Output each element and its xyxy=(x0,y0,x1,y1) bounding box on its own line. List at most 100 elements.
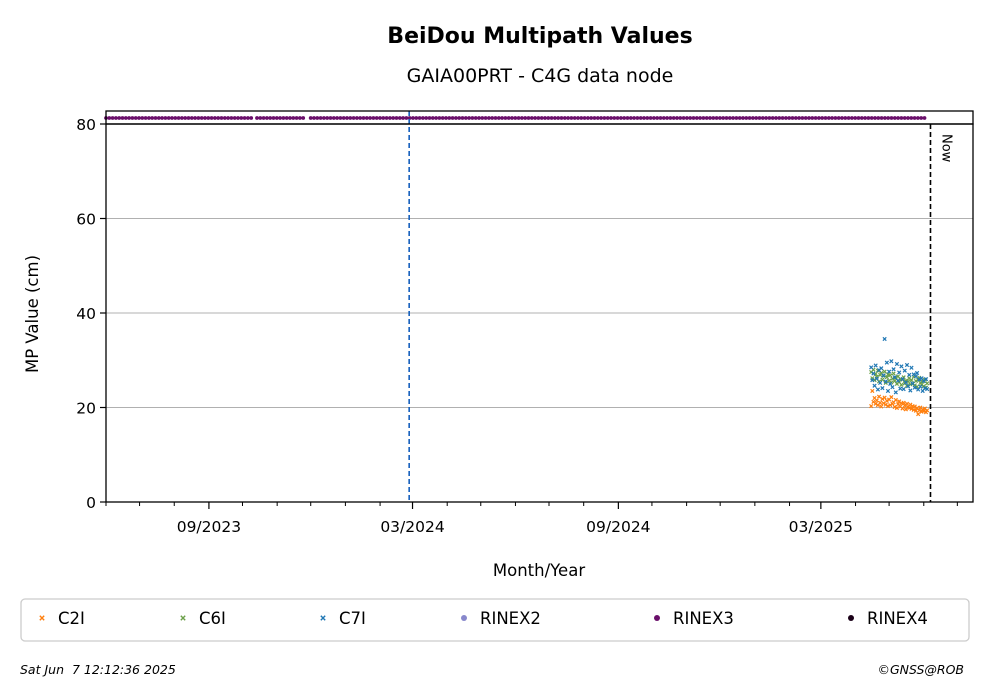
rinex3-dot xyxy=(903,116,907,120)
rinex3-dot xyxy=(678,116,682,120)
rinex3-dot xyxy=(520,116,524,120)
rinex3-dot xyxy=(880,116,884,120)
rinex3-dot xyxy=(137,116,141,120)
rinex3-dot xyxy=(695,116,699,120)
rinex3-dot xyxy=(150,116,154,120)
rinex3-dot xyxy=(127,116,131,120)
rinex3-dot xyxy=(758,116,762,120)
rinex3-dot xyxy=(570,116,574,120)
rinex3-dot xyxy=(368,116,372,120)
rinex3-dot xyxy=(375,116,379,120)
rinex3-dot xyxy=(190,116,194,120)
footer-copyright: ©GNSS@ROB xyxy=(877,662,964,677)
rinex3-dot xyxy=(177,116,181,120)
rinex3-dot xyxy=(268,116,272,120)
rinex3-dot xyxy=(583,116,587,120)
rinex3-dot xyxy=(309,116,313,120)
rinex3-dot xyxy=(255,116,259,120)
chart-subtitle: GAIA00PRT - C4G data node xyxy=(407,65,674,87)
rinex3-dot xyxy=(431,116,435,120)
rinex3-dot xyxy=(923,116,927,120)
rinex3-dot xyxy=(385,116,389,120)
rinex3-dot xyxy=(741,116,745,120)
rinex3-dot xyxy=(728,116,732,120)
rinex3-dot xyxy=(893,116,897,120)
rinex3-dot xyxy=(725,116,729,120)
rinex3-dot xyxy=(639,116,643,120)
rinex3-dot xyxy=(223,116,227,120)
rinex3-dot xyxy=(147,116,151,120)
rinex3-dot xyxy=(342,116,346,120)
legend-label-c2i: C2I xyxy=(58,609,85,628)
rinex3-dot xyxy=(791,116,795,120)
rinex3-dot xyxy=(348,116,352,120)
rinex3-dot xyxy=(497,116,501,120)
rinex3-dot xyxy=(652,116,656,120)
rinex3-dot xyxy=(721,116,725,120)
rinex3-dot xyxy=(233,116,237,120)
rinex3-dot xyxy=(834,116,838,120)
rinex3-dot xyxy=(563,116,567,120)
rinex3-dot xyxy=(718,116,722,120)
rinex3-dot xyxy=(840,116,844,120)
x-tick-label: 09/2024 xyxy=(586,518,650,536)
rinex3-dot xyxy=(265,116,269,120)
rinex3-dot xyxy=(180,116,184,120)
rinex3-dot xyxy=(362,116,366,120)
rinex3-dot xyxy=(193,116,197,120)
rinex3-dot xyxy=(797,116,801,120)
rinex3-dot xyxy=(675,116,679,120)
rinex3-dot xyxy=(787,116,791,120)
rinex3-dot xyxy=(556,116,560,120)
rinex3-dot xyxy=(622,116,626,120)
rinex3-dot xyxy=(715,116,719,120)
rinex3-dot xyxy=(566,116,570,120)
x-tick-label: 03/2025 xyxy=(789,518,853,536)
rinex3-dot xyxy=(447,116,451,120)
rinex3-dot xyxy=(843,116,847,120)
legend: C2I C6I C7I RINEX2 RINEX3 RINEX4 xyxy=(21,599,969,641)
rinex3-dot xyxy=(807,116,811,120)
rinex3-dot xyxy=(870,116,874,120)
rinex3-dot xyxy=(298,116,302,120)
rinex3-dot xyxy=(616,116,620,120)
rinex3-dot xyxy=(860,116,864,120)
rinex3-dot xyxy=(744,116,748,120)
rinex3-dot xyxy=(543,116,547,120)
rinex3-dot xyxy=(685,116,689,120)
y-tick-label: 0 xyxy=(86,494,96,512)
rinex3-dot xyxy=(784,116,788,120)
rinex3-dot xyxy=(421,116,425,120)
rinex3-dot xyxy=(154,116,158,120)
rinex3-dot xyxy=(160,116,164,120)
rinex3-dot xyxy=(794,116,798,120)
rinex3-dot xyxy=(768,116,772,120)
rinex3-dot xyxy=(471,116,475,120)
rinex3-dot xyxy=(285,116,289,120)
rinex3-dot xyxy=(134,116,138,120)
rinex3-dot xyxy=(659,116,663,120)
rinex3-dot xyxy=(764,116,768,120)
legend-marker-rinex2 xyxy=(461,615,467,621)
rinex3-dot xyxy=(319,116,323,120)
y-axis-label: MP Value (cm) xyxy=(23,255,42,373)
rinex3-dot xyxy=(655,116,659,120)
rinex3-dot xyxy=(711,116,715,120)
rinex3-dot xyxy=(573,116,577,120)
rinex3-dot xyxy=(322,116,326,120)
rinex3-dot xyxy=(801,116,805,120)
rinex3-dot xyxy=(645,116,649,120)
rinex3-dot xyxy=(226,116,230,120)
rinex3-dot xyxy=(438,116,442,120)
rinex3-dot xyxy=(239,116,243,120)
rinex3-dot xyxy=(530,116,534,120)
rinex3-dot xyxy=(246,116,250,120)
rinex3-dot xyxy=(553,116,557,120)
rinex3-dot xyxy=(391,116,395,120)
rinex3-dot xyxy=(441,116,445,120)
rinex3-dot xyxy=(827,116,831,120)
rinex3-dot xyxy=(589,116,593,120)
rinex3-dot xyxy=(626,116,630,120)
rinex3-dot xyxy=(754,116,758,120)
